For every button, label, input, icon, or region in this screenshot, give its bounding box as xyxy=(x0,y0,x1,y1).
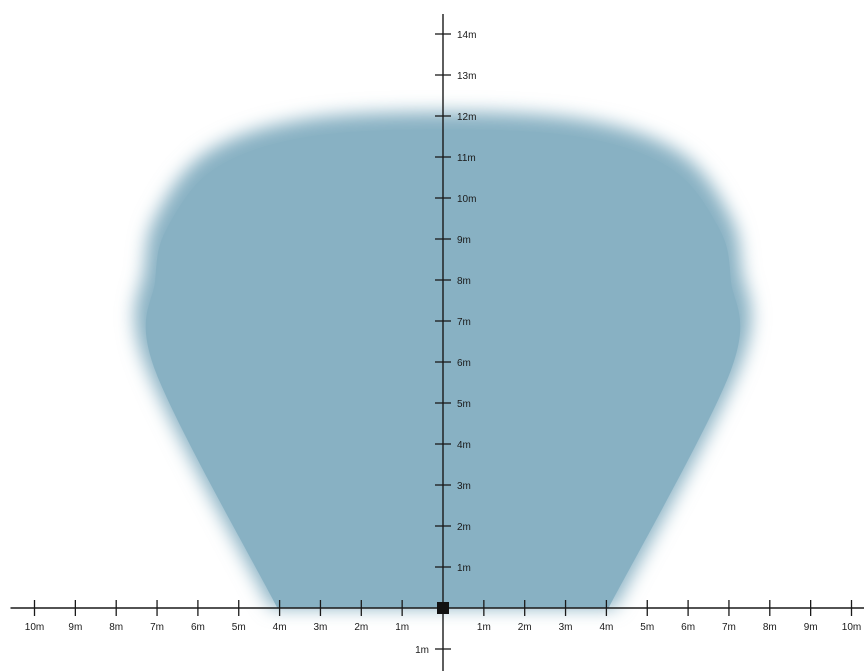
x-tick-label: 2m xyxy=(354,622,368,633)
y-tick-label: 1m xyxy=(415,645,429,656)
x-tick-label: 10m xyxy=(842,622,861,633)
x-tick-label: 4m xyxy=(273,622,287,633)
y-tick-label: 5m xyxy=(457,399,471,410)
sensor-marker xyxy=(437,602,449,614)
x-tick-label: 9m xyxy=(804,622,818,633)
x-tick-label: 7m xyxy=(150,622,164,633)
x-tick-label: 1m xyxy=(395,622,409,633)
x-tick-label: 5m xyxy=(232,622,246,633)
x-tick-label: 6m xyxy=(681,622,695,633)
y-tick-label: 13m xyxy=(457,71,476,82)
x-tick-label: 3m xyxy=(559,622,573,633)
x-tick-label: 5m xyxy=(640,622,654,633)
x-tick-label: 7m xyxy=(722,622,736,633)
y-tick-label: 11m xyxy=(457,153,476,164)
ticks-layer: 10m 9m 8m 7m 6m 5m 4m 3m 2m 1m 1m 2m 3m 4m 5m 6m 7m 8m 9m 1… xyxy=(25,30,861,656)
x-tick-label: 2m xyxy=(518,622,532,633)
y-tick-label: 2m xyxy=(457,522,471,533)
x-tick-label: 1m xyxy=(477,622,491,633)
y-tick-label: 9m xyxy=(457,235,471,246)
y-tick-label: 14m xyxy=(457,30,476,41)
x-tick-label: 8m xyxy=(109,622,123,633)
y-tick-label: 10m xyxy=(457,194,476,205)
y-tick-label: 12m xyxy=(457,112,476,123)
y-tick-label: 8m xyxy=(457,276,471,287)
y-tick-label: 7m xyxy=(457,317,471,328)
y-tick-label: 4m xyxy=(457,440,471,451)
sensor-layer xyxy=(437,602,449,614)
x-tick-label: 6m xyxy=(191,622,205,633)
x-tick-label: 9m xyxy=(68,622,82,633)
y-tick-label: 6m xyxy=(457,358,471,369)
x-tick-label: 8m xyxy=(763,622,777,633)
x-tick-label: 3m xyxy=(313,622,327,633)
y-tick-label: 3m xyxy=(457,481,471,492)
y-tick-label: 1m xyxy=(457,563,471,574)
x-tick-label: 10m xyxy=(25,622,44,633)
x-tick-label: 4m xyxy=(599,622,613,633)
